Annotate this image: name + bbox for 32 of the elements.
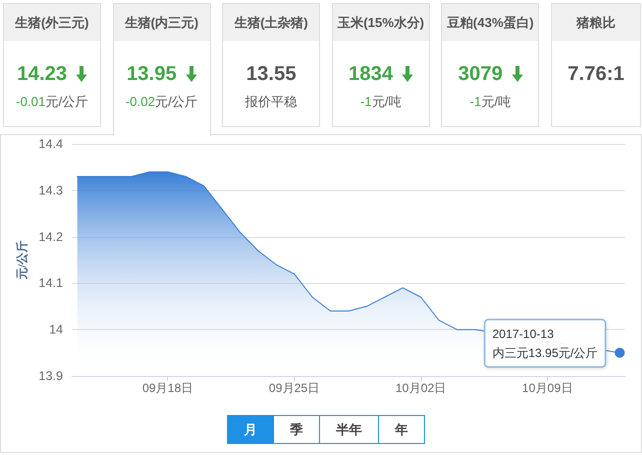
text: 元/公斤 (46, 94, 88, 109)
x-tick-label: 10月02日 (395, 381, 446, 395)
y-tick-label: 14.4 (38, 137, 64, 151)
y-tick-label: 13.9 (38, 369, 64, 383)
text: 元/吨 (481, 94, 511, 109)
y-tick-label: 14.2 (38, 230, 64, 244)
text: 元/吨 (372, 94, 402, 109)
period-tab[interactable]: 季 (273, 415, 320, 444)
category-label: 玉米(15%水分) (332, 4, 429, 41)
category-label: 豆粕(43%蛋白) (442, 4, 538, 41)
x-tick-label: 09月25日 (268, 381, 320, 395)
text: 3079 (458, 62, 503, 86)
period-tab[interactable]: 年 (378, 415, 425, 444)
category-label: 猪粮比 (552, 4, 640, 41)
data-label: -0.01 (16, 94, 46, 109)
text: 1834 (348, 62, 394, 86)
text: 13.55 (246, 62, 296, 86)
x-tick-label: 10月09日 (522, 381, 573, 395)
text: 14.23 (16, 62, 68, 86)
category-label: 生猪(土杂猪) (223, 4, 320, 41)
text: 报价平稳 (245, 94, 298, 109)
text: 7.76:1 (568, 62, 624, 86)
y-tick-label: 14 (49, 322, 64, 337)
y-tick-label: 14.3 (38, 183, 64, 198)
y-tick-label: 14.1 (38, 276, 64, 290)
annotation: 2017-10-13 内三元13.95元/公斤 (492, 326, 598, 360)
data-label: -1 (470, 94, 482, 109)
category-label: 生猪(外三元) (4, 4, 100, 41)
y-axis-title: 元/公斤 (14, 240, 29, 281)
data-label: -1 (360, 94, 372, 109)
period-tab[interactable]: 半年 (319, 415, 379, 444)
x-tick-label: 09月18日 (142, 381, 194, 395)
